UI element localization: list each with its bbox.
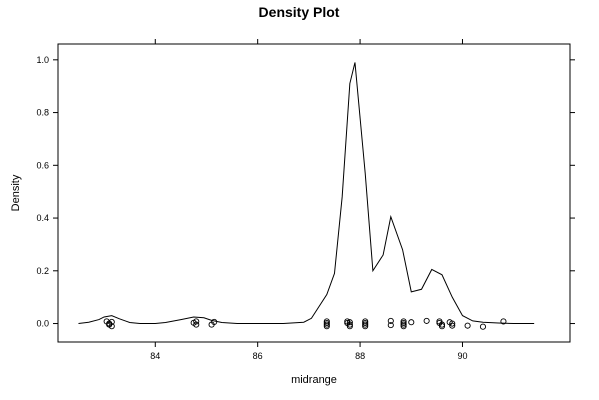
data-point [387, 317, 394, 324]
data-point [193, 318, 200, 325]
y-tick-label: 0.0 [36, 319, 49, 329]
data-point [423, 317, 430, 324]
y-tick-label: 0.8 [36, 108, 49, 118]
data-point [449, 320, 456, 327]
y-tick-label: 0.2 [36, 266, 49, 276]
y-tick-label: 1.0 [36, 55, 49, 65]
chart-title: Density Plot [259, 4, 340, 20]
y-tick-label: 0.6 [36, 160, 49, 170]
y-tick-label: 0.4 [36, 213, 49, 223]
data-point [211, 318, 218, 326]
y-axis-label: Density [10, 174, 22, 211]
data-point [323, 323, 330, 330]
rug-points [103, 317, 507, 330]
data-point [449, 322, 456, 329]
x-tick-label: 84 [150, 351, 160, 361]
data-point [400, 323, 407, 330]
x-tick-label: 86 [253, 351, 263, 361]
y-axis: 0.0 0.2 0.4 0.6 0.8 1.0 [36, 55, 575, 329]
data-point [408, 319, 415, 326]
data-point [108, 323, 115, 330]
data-point [362, 323, 369, 330]
data-point [346, 323, 353, 330]
x-axis-label: midrange [291, 374, 337, 386]
data-point [387, 322, 394, 329]
data-point [438, 323, 446, 330]
data-point [108, 318, 115, 326]
x-tick-label: 88 [355, 351, 365, 361]
x-axis: 84 86 88 90 [150, 39, 467, 361]
x-tick-label: 90 [457, 351, 467, 361]
data-point [193, 321, 200, 328]
plot-frame [57, 43, 571, 343]
data-point [479, 323, 487, 330]
density-curve [78, 62, 535, 325]
data-point [500, 318, 507, 325]
data-point [464, 322, 471, 329]
data-point [346, 319, 353, 326]
